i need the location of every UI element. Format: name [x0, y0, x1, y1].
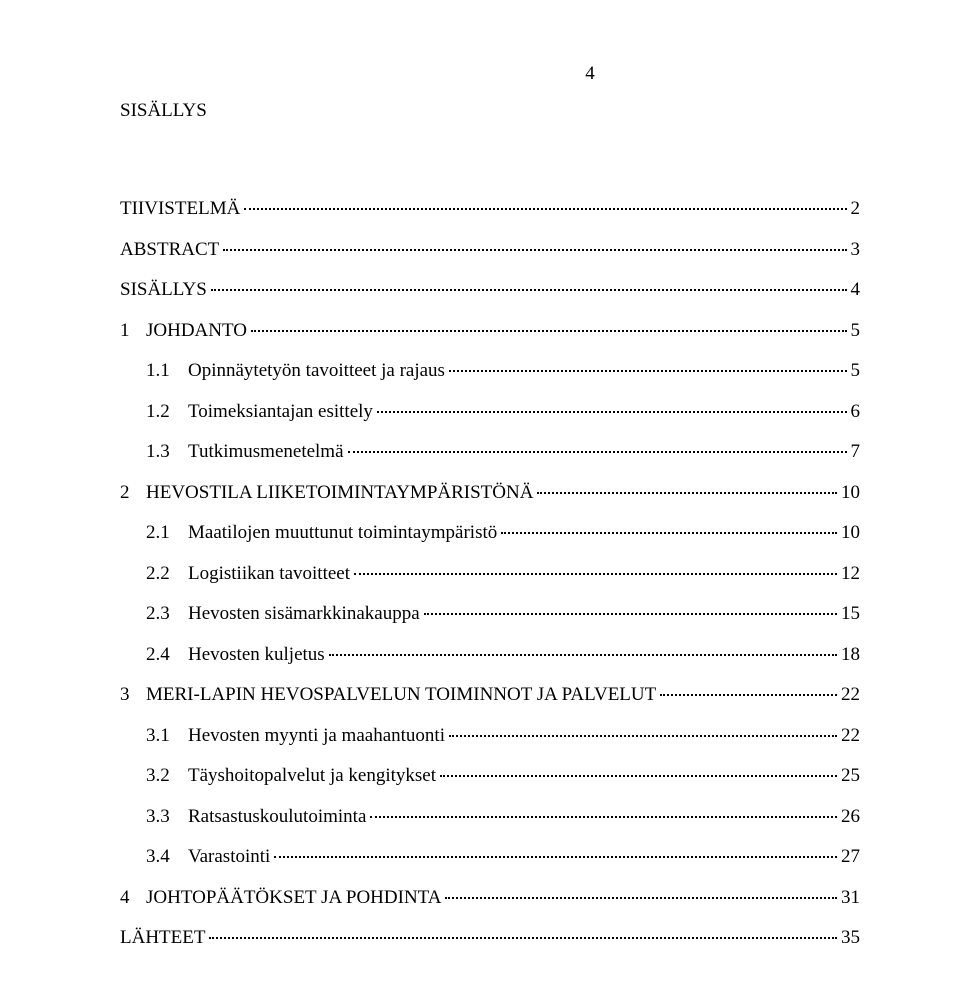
toc-entry: 3MERI-LAPIN HEVOSPALVELUN TOIMINNOT JA P…: [120, 681, 860, 710]
toc-leader-dots: [377, 411, 847, 413]
toc-leader-dots: [445, 897, 837, 899]
toc-entry: 2.3Hevosten sisämarkkinakauppa 15: [120, 600, 860, 629]
toc-title: SISÄLLYS: [120, 97, 860, 126]
toc-entry: 3.4Varastointi 27: [120, 843, 860, 872]
toc-leader-dots: [329, 654, 837, 656]
toc-entry-page: 5: [851, 357, 861, 386]
toc-entry-label: TIIVISTELMÄ: [120, 195, 240, 224]
toc-entry: 2.1Maatilojen muuttunut toimintaympärist…: [120, 519, 860, 548]
toc-entry-number: 4: [120, 884, 146, 913]
table-of-contents: TIIVISTELMÄ 2 ABSTRACT 3 SISÄLLYS 4 1JOHDANTO 5…: [120, 195, 860, 953]
toc-entry-page: 31: [841, 884, 860, 913]
toc-entry: TIIVISTELMÄ 2: [120, 195, 860, 224]
toc-entry-label: Varastointi: [188, 843, 270, 872]
toc-entry-page: 25: [841, 762, 860, 791]
toc-entry-label: MERI-LAPIN HEVOSPALVELUN TOIMINNOT JA PA…: [146, 681, 656, 710]
toc-entry-label: JOHDANTO: [146, 317, 247, 346]
toc-entry-number: 2.2: [146, 560, 188, 589]
toc-leader-dots: [370, 816, 837, 818]
toc-entry-page: 2: [851, 195, 861, 224]
toc-entry-number: 2: [120, 479, 146, 508]
toc-leader-dots: [223, 249, 846, 251]
toc-leader-dots: [449, 370, 847, 372]
toc-entry-page: 12: [841, 560, 860, 589]
toc-entry-label: Täyshoitopalvelut ja kengitykset: [188, 762, 436, 791]
toc-entry-page: 3: [851, 236, 861, 265]
toc-leader-dots: [440, 775, 837, 777]
toc-entry-label: Ratsastuskoulutoiminta: [188, 803, 366, 832]
toc-entry-page: 26: [841, 803, 860, 832]
toc-entry-number: 3.4: [146, 843, 188, 872]
toc-entry: 1.3Tutkimusmenetelmä 7: [120, 438, 860, 467]
toc-leader-dots: [449, 735, 837, 737]
toc-entry-number: 1.2: [146, 398, 188, 427]
toc-entry-number: 2.1: [146, 519, 188, 548]
toc-entry-page: 10: [841, 479, 860, 508]
toc-entry-number: 3.3: [146, 803, 188, 832]
toc-leader-dots: [501, 532, 837, 534]
toc-entry-number: 3.2: [146, 762, 188, 791]
toc-entry-page: 5: [851, 317, 861, 346]
toc-entry-label: SISÄLLYS: [120, 276, 207, 305]
toc-entry: 2HEVOSTILA LIIKETOIMINTAYMPÄRISTÖNÄ 10: [120, 479, 860, 508]
page-number: 4: [320, 60, 860, 89]
toc-entry-page: 7: [851, 438, 861, 467]
toc-entry: 2.4Hevosten kuljetus 18: [120, 641, 860, 670]
toc-entry: 2.2Logistiikan tavoitteet 12: [120, 560, 860, 589]
toc-entry-number: 2.3: [146, 600, 188, 629]
toc-entry: 1.1Opinnäytetyön tavoitteet ja rajaus 5: [120, 357, 860, 386]
toc-entry: 3.1Hevosten myynti ja maahantuonti 22: [120, 722, 860, 751]
toc-entry-label: Hevosten myynti ja maahantuonti: [188, 722, 445, 751]
toc-entry: ABSTRACT 3: [120, 236, 860, 265]
toc-entry-page: 22: [841, 722, 860, 751]
toc-entry-page: 18: [841, 641, 860, 670]
toc-leader-dots: [660, 694, 837, 696]
toc-entry-number: 2.4: [146, 641, 188, 670]
toc-leader-dots: [251, 330, 847, 332]
toc-leader-dots: [209, 937, 837, 939]
toc-entry: 1.2Toimeksiantajan esittely 6: [120, 398, 860, 427]
toc-entry-number: 1.3: [146, 438, 188, 467]
toc-leader-dots: [537, 492, 837, 494]
toc-entry-label: HEVOSTILA LIIKETOIMINTAYMPÄRISTÖNÄ: [146, 479, 533, 508]
toc-entry: SISÄLLYS 4: [120, 276, 860, 305]
toc-entry: 1JOHDANTO 5: [120, 317, 860, 346]
toc-entry-number: 3.1: [146, 722, 188, 751]
toc-leader-dots: [244, 208, 846, 210]
toc-entry-page: 15: [841, 600, 860, 629]
toc-entry-label: Toimeksiantajan esittely: [188, 398, 373, 427]
toc-entry-label: Opinnäytetyön tavoitteet ja rajaus: [188, 357, 445, 386]
toc-entry-number: 1: [120, 317, 146, 346]
toc-entry: LÄHTEET 35: [120, 924, 860, 953]
toc-entry: 3.3Ratsastuskoulutoiminta 26: [120, 803, 860, 832]
toc-entry-page: 27: [841, 843, 860, 872]
toc-entry-label: Maatilojen muuttunut toimintaympäristö: [188, 519, 497, 548]
toc-entry-label: LÄHTEET: [120, 924, 205, 953]
toc-entry-page: 6: [851, 398, 861, 427]
toc-leader-dots: [348, 451, 847, 453]
toc-entry-page: 22: [841, 681, 860, 710]
toc-entry-page: 4: [851, 276, 861, 305]
toc-leader-dots: [211, 289, 847, 291]
toc-entry-number: 3: [120, 681, 146, 710]
toc-entry-page: 10: [841, 519, 860, 548]
toc-entry-label: ABSTRACT: [120, 236, 219, 265]
toc-entry-number: 1.1: [146, 357, 188, 386]
toc-entry-label: Tutkimusmenetelmä: [188, 438, 344, 467]
toc-entry: 3.2Täyshoitopalvelut ja kengitykset 25: [120, 762, 860, 791]
toc-entry-label: Hevosten kuljetus: [188, 641, 325, 670]
toc-leader-dots: [274, 856, 837, 858]
toc-entry-label: Hevosten sisämarkkinakauppa: [188, 600, 420, 629]
toc-leader-dots: [424, 613, 837, 615]
toc-entry-label: JOHTOPÄÄTÖKSET JA POHDINTA: [146, 884, 441, 913]
toc-leader-dots: [354, 573, 837, 575]
toc-entry-page: 35: [841, 924, 860, 953]
toc-entry-label: Logistiikan tavoitteet: [188, 560, 350, 589]
toc-entry: 4JOHTOPÄÄTÖKSET JA POHDINTA 31: [120, 884, 860, 913]
